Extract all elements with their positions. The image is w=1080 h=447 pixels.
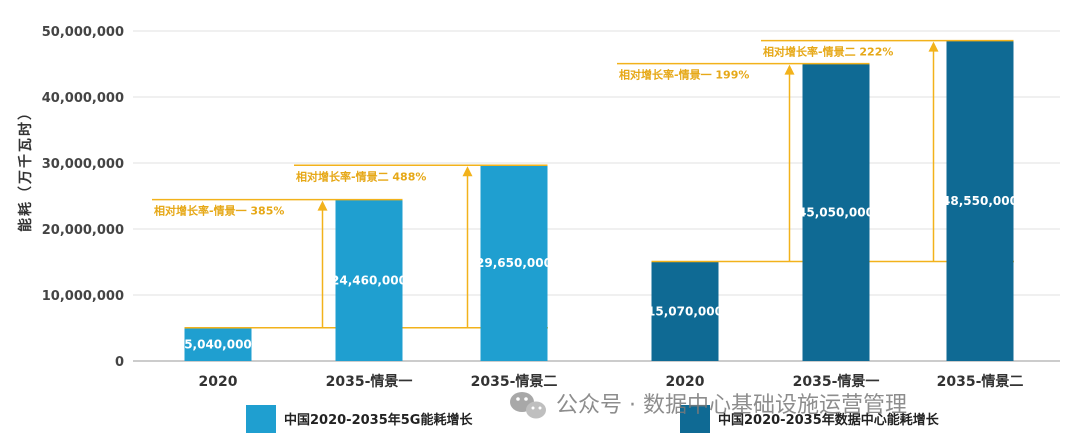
x-tick-label: 2035-情景二 (471, 373, 558, 390)
growth-annotation-label: 相对增长率-情景二 222% (763, 45, 893, 59)
bars: 5,040,000 24,460,000 29,650,000 15,070,000 4… (184, 39, 1018, 362)
y-axis-ticks: 0 10,000,000 20,000,000 30,000,000 40,000,00… (42, 25, 124, 370)
bar (480, 165, 548, 361)
bar (651, 261, 719, 361)
watermark: 公众号 · 数据中心基础设施运营管理 (510, 392, 907, 419)
x-axis-ticks: 2020 2035-情景一 2035-情景二 2020 2035-情景一 2035-情景二 (199, 373, 1024, 390)
wechat-icon (510, 392, 546, 419)
x-tick-label: 2020 (666, 374, 705, 390)
legend-label-5g: 中国2020-2035年5G能耗增长 (284, 412, 473, 428)
growth-arrow-head (462, 166, 473, 177)
growth-annotations: 相对增长率-情景一 385% 相对增长率-情景二 488% 相对增长率-情景一 19… (152, 39, 947, 328)
x-tick-label: 2035-情景一 (793, 373, 880, 390)
x-tick-label: 2035-情景一 (326, 373, 413, 390)
growth-annotation-label: 相对增长率-情景二 488% (296, 169, 426, 183)
gridlines (133, 30, 1060, 362)
bar-value-label: 15,070,000 (647, 304, 723, 318)
legend-swatch-5g (246, 405, 276, 433)
growth-arrow-head (928, 41, 939, 52)
growth-annotation-label: 相对增长率-情景一 199% (619, 68, 749, 82)
y-axis-label: 能耗（万千瓦时） (17, 104, 34, 232)
growth-arrow-head (784, 64, 795, 75)
x-tick-label: 2020 (199, 374, 238, 390)
y-tick-label: 50,000,000 (42, 25, 124, 40)
bar (802, 63, 870, 362)
bar-value-label: 24,460,000 (331, 273, 407, 287)
bar-value-label: 5,040,000 (184, 337, 252, 351)
watermark-text: 公众号 · 数据中心基础设施运营管理 (556, 393, 907, 418)
growth-annotation-label: 相对增长率-情景一 385% (154, 204, 284, 218)
bar (946, 40, 1014, 361)
bar-value-label: 29,650,000 (476, 256, 552, 270)
legend-swatch-datacenter (680, 405, 710, 433)
growth-arrow-head (317, 200, 328, 211)
y-tick-label: 0 (115, 355, 124, 370)
bar-value-label: 48,550,000 (942, 194, 1018, 208)
bar (184, 327, 252, 361)
legend-label-datacenter: 中国2020-2035年数据中心能耗增长 (718, 412, 940, 428)
bar (335, 199, 403, 361)
y-tick-label: 10,000,000 (42, 289, 124, 304)
x-tick-label: 2035-情景二 (937, 373, 1024, 390)
y-tick-label: 30,000,000 (42, 157, 124, 172)
bar-value-label: 45,050,000 (798, 205, 874, 219)
y-tick-label: 20,000,000 (42, 223, 124, 238)
y-tick-label: 40,000,000 (42, 91, 124, 106)
